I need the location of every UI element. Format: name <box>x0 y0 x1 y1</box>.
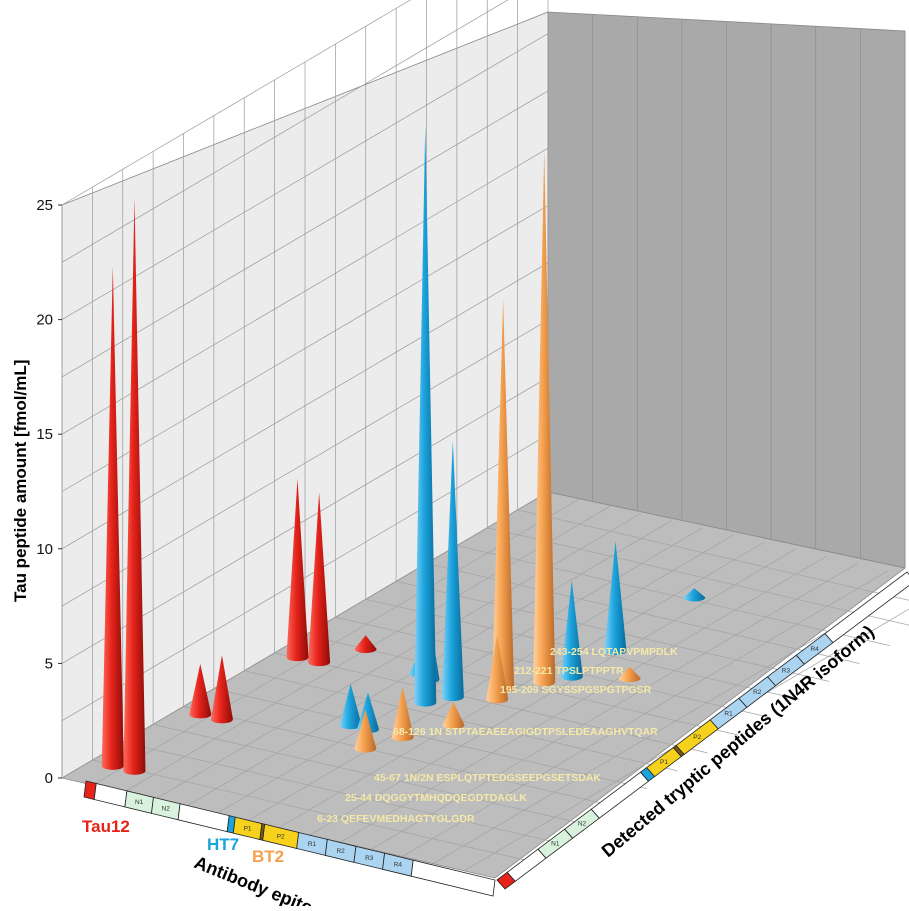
cone-tau12 <box>123 197 146 775</box>
wall-gridline-h <box>61 319 549 607</box>
cone-ht7 <box>683 588 706 602</box>
y-tick-label: 25 <box>36 197 53 214</box>
cone-series <box>101 125 706 775</box>
antibody-epitope-strip: N1 N2 P1 P2 R1 R2 R3 R4 <box>83 780 496 897</box>
domain-band-label: P1 <box>660 759 668 766</box>
y-tick-label: 0 <box>45 770 53 787</box>
cone-bt2 <box>354 709 377 753</box>
floor-gridline <box>365 598 799 700</box>
peptide-label-45-67: 45-67 1N/2N ESPLQTPTEDGSEEPGSETSDAK <box>374 772 601 784</box>
floor-gridline <box>304 634 739 736</box>
peptide-label-212-221: 212-221 TPSLPTPPTR <box>514 665 624 677</box>
label-ht7: HT7 <box>207 835 239 854</box>
floor-gridline <box>183 706 617 807</box>
domain-band <box>410 859 496 897</box>
wall-gridline-h <box>61 33 549 320</box>
domain-band-label: R2 <box>753 689 762 696</box>
cone-tau12 <box>189 663 212 719</box>
domain-band-label: N1 <box>551 841 560 848</box>
cone-bt2 <box>486 635 509 704</box>
y-tick-label: 15 <box>36 426 53 443</box>
y-tick-label: 10 <box>36 541 53 558</box>
wall-gridline-h <box>61 0 412 206</box>
domain-band <box>824 571 909 644</box>
wall-gridline-h <box>61 147 549 435</box>
floor-gridline <box>213 688 647 789</box>
cone-tau12 <box>308 492 331 667</box>
wall-gridline-h <box>61 205 549 492</box>
label-bt2: BT2 <box>252 847 284 866</box>
y-tick-label: 20 <box>36 312 53 329</box>
cone-tau12 <box>101 266 124 770</box>
domain-band-label: R3 <box>365 855 374 862</box>
floor-gridline <box>487 527 909 626</box>
peptide-label-25-44: 25-44 DQGGYTMHQDQEGDTDAGLK <box>345 792 527 804</box>
y-axis: 0 5 10 15 20 25 <box>36 197 62 787</box>
domain-band-label: N1 <box>135 799 144 806</box>
domain-band-label: P1 <box>244 825 252 832</box>
y-axis-label: Tau peptide amount [fmol/mL] <box>11 360 30 602</box>
peptide-label-6-23: 6-23 QEFEVMEDHAGTYGLGDR <box>317 813 475 825</box>
domain-band-label: R1 <box>308 841 317 848</box>
tryptic-peptide-strip: N1 N2 P1 P2 R1 R2 R3 R4 <box>496 571 909 890</box>
gridlines <box>61 0 906 779</box>
label-tau12: Tau12 <box>82 817 130 836</box>
cone-bt2 <box>391 686 414 742</box>
cone-ht7 <box>560 580 583 681</box>
cone-ht7 <box>414 125 437 707</box>
cone-ht7 <box>604 540 627 655</box>
domain-band-label: R1 <box>724 711 733 718</box>
cone-tau12 <box>210 655 233 724</box>
domain-band-label: P2 <box>693 734 701 741</box>
peptide-label-243-254: 243-254 LQTAPVPMPDLK <box>550 646 678 658</box>
cone-bt2 <box>533 150 556 687</box>
cone-ht7 <box>441 440 464 702</box>
cone-tau12 <box>286 478 309 662</box>
floor-gridline <box>122 741 556 843</box>
domain-band-label: R4 <box>810 646 819 653</box>
y-tick-label: 5 <box>45 655 53 672</box>
domain-band-label: R2 <box>336 848 345 855</box>
wall-gridline-h <box>61 90 549 378</box>
domain-band-label: P2 <box>277 833 285 840</box>
cone-bt2 <box>442 702 465 730</box>
wall-gridline-h <box>61 0 509 263</box>
floor-gridline <box>153 724 587 825</box>
domain-band-label: R4 <box>394 862 403 869</box>
floor-gridline <box>456 545 890 646</box>
cone-bt2 <box>492 299 515 693</box>
floor-gridline <box>92 759 526 861</box>
floor-gridline <box>274 652 708 754</box>
wall-gridline-h <box>61 262 549 550</box>
cone-bt2 <box>618 666 641 683</box>
peptide-label-68-126: 68-126 1N STPTAEAEEAGIGDTPSLEDEAAGHVTQAR <box>393 726 658 738</box>
domain-band-label: N2 <box>162 806 171 813</box>
domain-band-label: N2 <box>578 821 587 828</box>
domain-band-label: R3 <box>782 667 791 674</box>
cone-ht7 <box>339 683 362 730</box>
cone-tau12 <box>354 635 377 653</box>
wall-gridline-h <box>61 377 549 664</box>
peptide-label-195-209: 195-209 SGYSSPGSPGTPGSR <box>500 684 652 696</box>
